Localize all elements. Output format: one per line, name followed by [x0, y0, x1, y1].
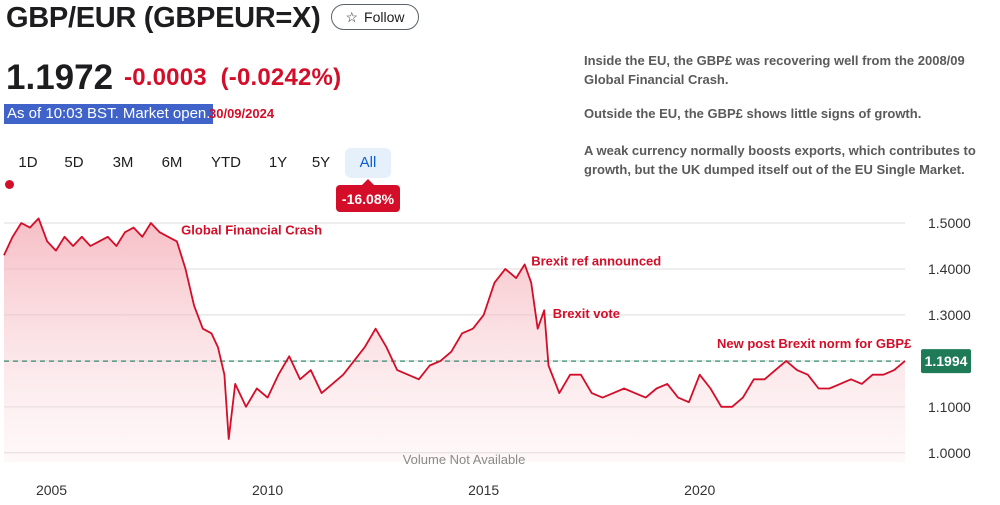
follow-button[interactable]: ☆ Follow [331, 4, 419, 30]
chart-annotation: Global Financial Crash [181, 222, 322, 237]
y-tick-label: 1.4000 [928, 261, 971, 277]
market-status: As of 10:03 BST. Market open. [4, 104, 214, 124]
price-area [4, 218, 905, 462]
tab-1y[interactable]: 1Y [268, 154, 288, 171]
x-tick-label: 2020 [684, 482, 715, 498]
chart-annotation: New post Brexit norm for GBP£ [717, 336, 912, 351]
follow-label: Follow [364, 9, 405, 25]
x-tick-label: 2015 [468, 482, 499, 498]
x-tick-label: 2010 [252, 482, 283, 498]
tab-all[interactable]: All [345, 148, 391, 178]
current-price: 1.1972 [6, 58, 114, 97]
price-change: -0.0003 (-0.0242%) [124, 64, 341, 92]
current-value-box [921, 349, 971, 374]
tab-1d[interactable]: 1D [18, 154, 38, 171]
tab-5d[interactable]: 5D [64, 154, 84, 171]
note-line: Inside the EU, the GBP£ was recovering w… [584, 53, 965, 68]
tab-ytd[interactable]: YTD [211, 154, 241, 171]
y-tick-label: 1.0000 [928, 445, 971, 461]
chart-annotation: Brexit ref announced [531, 253, 661, 268]
page-title: GBP/EUR (GBPEUR=X) [6, 2, 321, 34]
change-value: -0.0003 [124, 64, 207, 91]
note-line: Global Financial Crash. [584, 72, 729, 87]
quote-date: 30/09/2024 [209, 106, 275, 121]
tab-6m[interactable]: 6M [161, 154, 183, 171]
tab-3m[interactable]: 3M [112, 154, 134, 171]
note-line: A weak currency normally boosts exports,… [584, 143, 976, 158]
tab-5y[interactable]: 5Y [311, 154, 331, 171]
y-tick-label: 1.5000 [928, 215, 971, 231]
current-value-label: 1.1994 [925, 353, 968, 369]
chart-annotation: Brexit vote [553, 306, 620, 321]
note-line: growth, but the UK dumped itself out of … [584, 162, 965, 177]
live-indicator-dot [5, 180, 14, 189]
period-change-badge: -16.08% [336, 179, 400, 212]
y-tick-label: 1.1000 [928, 399, 971, 415]
star-icon: ☆ [345, 9, 359, 25]
change-percent: (-0.0242%) [220, 64, 342, 91]
volume-not-available: Volume Not Available [403, 452, 526, 467]
price-line [3, 217, 906, 440]
y-tick-label: 1.3000 [928, 307, 971, 323]
note-line: Outside the EU, the GBP£ shows little si… [584, 106, 922, 121]
x-tick-label: 2005 [36, 482, 67, 498]
